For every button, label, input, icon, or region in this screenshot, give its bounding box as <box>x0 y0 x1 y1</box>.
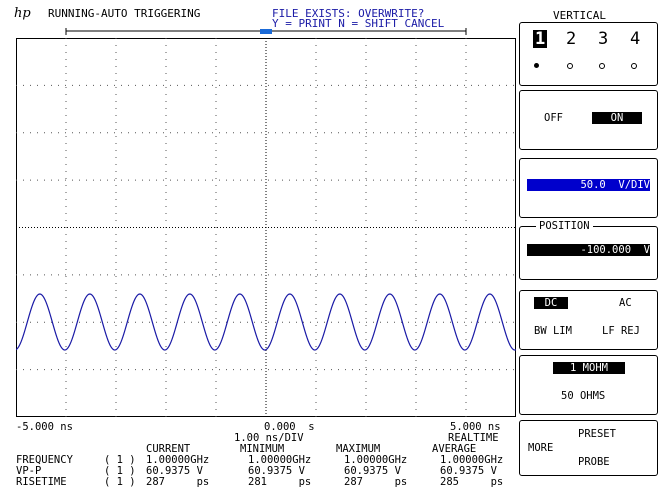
time-right-label: 5.000 ns <box>450 421 501 433</box>
channel-2-select[interactable]: 2 <box>566 29 577 49</box>
vertical-menu-panel: VERTICAL 1 2 3 4 OFF ON 50.0 V/DIV POSIT… <box>516 0 672 496</box>
preset-label[interactable]: PRESET <box>578 428 616 440</box>
hp-logo: hp <box>14 6 31 21</box>
col-header-average: AVERAGE <box>432 443 477 455</box>
probe-softkey[interactable]: MORE PRESET PROBE <box>519 420 658 476</box>
more-label[interactable]: MORE <box>528 442 554 454</box>
channel-1-trace <box>16 293 516 351</box>
meas-label-risetime: RISETIME <box>16 476 67 488</box>
timebase-label: 1.00 ns/DIV <box>234 432 304 444</box>
meas-value: 1.00000GHz <box>146 454 210 466</box>
col-header-maximum: MAXIMUM <box>336 443 381 455</box>
col-header-current: CURRENT <box>146 443 191 455</box>
meas-label-frequency: FREQUENCY <box>16 454 73 466</box>
meas-channel: ( 1 ) <box>104 465 136 477</box>
meas-channel: ( 1 ) <box>104 476 136 488</box>
impedance-1mohm[interactable]: 1 MOHM <box>553 362 625 374</box>
impedance-softkey[interactable]: 1 MOHM 50 OHMS <box>519 355 658 415</box>
off-option[interactable]: OFF <box>544 112 563 124</box>
scale-value[interactable]: 50.0 V/DIV <box>527 179 650 191</box>
meas-label-vpp: VP-P <box>16 465 42 477</box>
time-reference-bar <box>65 28 467 35</box>
coupling-dc[interactable]: DC <box>534 297 568 309</box>
channel-4-select[interactable]: 4 <box>630 29 641 49</box>
meas-value: 60.9375 V <box>440 465 497 477</box>
meas-value: 60.9375 V <box>344 465 401 477</box>
overwrite-prompt-keys: Y = PRINT N = SHIFT CANCEL <box>272 17 445 30</box>
meas-value: 60.9375 V <box>248 465 305 477</box>
time-center-label: 0.000 s <box>264 421 315 433</box>
waveform-display[interactable] <box>16 38 516 417</box>
bw-lim-option[interactable]: BW LIM <box>534 325 572 337</box>
channel-4-indicator <box>631 63 637 69</box>
position-value[interactable]: -100.000 V <box>527 244 650 256</box>
trigger-marker <box>260 29 272 34</box>
coupling-ac[interactable]: AC <box>619 297 632 309</box>
channel-3-indicator <box>599 63 605 69</box>
col-header-minimum: MINIMUM <box>240 443 285 455</box>
channel-select-softkey[interactable]: 1 2 3 4 <box>519 22 658 86</box>
trigger-status: RUNNING-AUTO TRIGGERING <box>48 7 201 20</box>
on-option[interactable]: ON <box>592 112 642 124</box>
meas-value: 285 ps <box>440 476 504 488</box>
graticule <box>16 38 516 417</box>
position-label: POSITION <box>536 220 593 232</box>
overwrite-prompt: FILE EXISTS: OVERWRITE? <box>272 7 425 20</box>
probe-label[interactable]: PROBE <box>578 456 610 468</box>
channel-1-select[interactable]: 1 <box>533 29 548 49</box>
meas-value: 1.00000GHz <box>440 454 504 466</box>
meas-value: 281 ps <box>248 476 312 488</box>
meas-value: 1.00000GHz <box>344 454 408 466</box>
meas-value: 60.9375 V <box>146 465 203 477</box>
position-softkey[interactable]: POSITION -100.000 V <box>519 220 658 280</box>
channel-3-select[interactable]: 3 <box>598 29 609 49</box>
lf-rej-option[interactable]: LF REJ <box>602 325 640 337</box>
scale-softkey[interactable]: 50.0 V/DIV <box>519 158 658 218</box>
channel-2-indicator <box>567 63 573 69</box>
meas-value: 287 ps <box>344 476 408 488</box>
coupling-softkey[interactable]: DC AC BW LIM LF REJ <box>519 290 658 350</box>
menu-title: VERTICAL <box>553 9 606 22</box>
impedance-50ohms[interactable]: 50 OHMS <box>561 390 606 402</box>
acquisition-mode: REALTIME <box>448 432 499 444</box>
time-left-label: -5.000 ns <box>16 421 73 433</box>
meas-channel: ( 1 ) <box>104 454 136 466</box>
meas-value: 1.00000GHz <box>248 454 312 466</box>
display-on-off-softkey[interactable]: OFF ON <box>519 90 658 150</box>
channel-1-indicator <box>534 63 539 68</box>
meas-value: 287 ps <box>146 476 210 488</box>
